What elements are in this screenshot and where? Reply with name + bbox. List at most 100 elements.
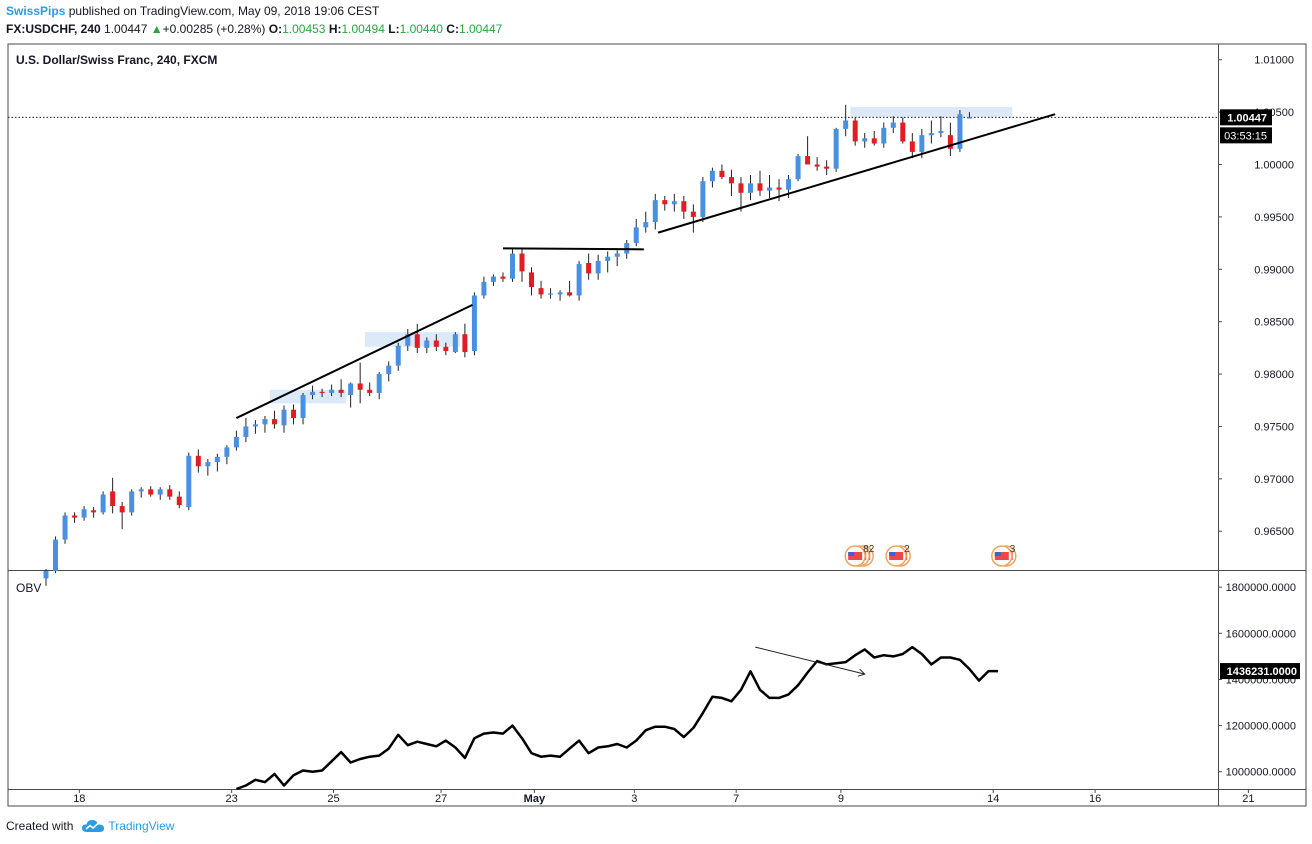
candle-body — [509, 253, 515, 279]
high-value: 1.00494 — [341, 22, 385, 36]
candle-body — [900, 122, 906, 142]
event-count: 3 — [1010, 544, 1016, 555]
candle-body — [176, 496, 182, 506]
highlight-zone — [850, 106, 1013, 118]
candle-body — [167, 489, 173, 497]
countdown-label: 03:53:15 — [1224, 130, 1267, 142]
candle-body — [386, 365, 392, 375]
candle-body — [662, 200, 668, 205]
candle-body — [481, 281, 487, 296]
trend-line — [502, 247, 644, 251]
open-label: O: — [268, 22, 283, 36]
close-value: 1.00447 — [458, 22, 503, 36]
candle-body — [291, 409, 297, 419]
flag-stripe — [889, 552, 904, 560]
obv-trend-line — [755, 646, 865, 675]
candle-body — [110, 491, 116, 507]
candle-body — [548, 293, 554, 295]
candle-body — [262, 419, 268, 425]
obv-tick-label: 1800000.0000 — [1226, 582, 1296, 594]
candle-body — [843, 120, 849, 129]
candlestick-series — [43, 104, 972, 586]
candle-body — [233, 436, 239, 448]
candle-body — [490, 276, 496, 282]
candle-body — [214, 456, 220, 463]
candle-body — [529, 272, 535, 288]
candle-body — [928, 133, 934, 136]
candle-body — [747, 183, 753, 193]
candle-body — [690, 211, 696, 217]
low-value: 1.00440 — [399, 22, 443, 36]
price-tick-label: 1.01000 — [1254, 55, 1294, 67]
candle-body — [824, 166, 830, 169]
time-tick-label: 9 — [838, 793, 844, 805]
candle-body — [538, 288, 544, 295]
candle-body — [576, 264, 582, 296]
candle-body — [271, 419, 277, 425]
publish-header: SwissPips published on TradingView.com, … — [6, 4, 379, 18]
candle-body — [129, 491, 135, 513]
candle-body — [252, 424, 258, 427]
price-tick-label: 0.98500 — [1254, 317, 1294, 329]
arrow-head-icon — [857, 668, 866, 677]
candle-body — [138, 489, 144, 492]
flag-canton — [848, 552, 855, 556]
candle-body — [919, 135, 925, 152]
candle-body — [890, 122, 896, 128]
candle-body — [62, 515, 68, 540]
published-text: published on TradingView.com, May 09, 20… — [68, 4, 380, 18]
price-tick-label: 0.97500 — [1254, 421, 1294, 433]
candle-body — [881, 127, 887, 144]
candle-body — [243, 426, 249, 437]
obv-last-box — [1220, 663, 1300, 680]
candle-body — [767, 187, 773, 191]
candle-body — [719, 170, 725, 178]
obv-tick-label: 1200000.0000 — [1226, 721, 1296, 733]
candle-body — [205, 462, 211, 467]
close-label: C: — [446, 22, 459, 36]
candle-body — [786, 179, 792, 190]
candle-body — [348, 383, 354, 396]
candle-body — [186, 455, 192, 508]
symbol-label: FX:USDCHF, 240 — [6, 22, 101, 36]
main-pane-title: U.S. Dollar/Swiss Franc, 240, FXCM — [16, 53, 217, 67]
candle-body — [43, 571, 49, 579]
candle-body — [452, 334, 458, 353]
candle-body — [100, 494, 106, 513]
pane-titles: U.S. Dollar/Swiss Franc, 240, FXCM OBV — [16, 53, 217, 595]
time-tick-label: 7 — [733, 793, 739, 805]
event-badges: 82 2 3 — [844, 544, 1017, 567]
obv-last-label: 1436231.0000 — [1227, 666, 1297, 678]
obv-tick-label: 1600000.0000 — [1226, 628, 1296, 640]
last-price: 1.00447 — [104, 22, 148, 36]
up-arrow-icon: ▲ — [150, 22, 163, 36]
candle-body — [81, 509, 87, 518]
candle-body — [833, 128, 839, 169]
last-price-box — [1220, 109, 1272, 126]
candle-body — [728, 177, 734, 184]
candle-body — [310, 391, 316, 396]
candle-body — [757, 183, 763, 191]
candle-body — [281, 409, 287, 426]
candle-body — [643, 222, 649, 228]
price-tick-label: 0.98000 — [1254, 369, 1294, 381]
candle-body — [119, 506, 125, 513]
candle-body — [405, 334, 411, 346]
candle-body — [148, 489, 154, 495]
tradingview-brand-link[interactable]: TradingView — [108, 819, 175, 833]
time-tick-label: 3 — [631, 793, 637, 805]
candle-body — [414, 334, 420, 348]
high-label: H: — [328, 22, 342, 36]
candle-body — [395, 345, 401, 366]
candle-body — [795, 156, 801, 180]
author-link[interactable]: SwissPips — [6, 4, 66, 18]
candle-body — [367, 389, 373, 393]
candle-body — [557, 292, 563, 295]
time-tick-label: 27 — [435, 793, 447, 805]
candle-body — [614, 253, 620, 257]
candle-body — [376, 374, 382, 393]
candle-body — [462, 334, 468, 353]
obv-tick-label: 1000000.0000 — [1226, 767, 1296, 779]
flag-stripe — [848, 552, 863, 560]
